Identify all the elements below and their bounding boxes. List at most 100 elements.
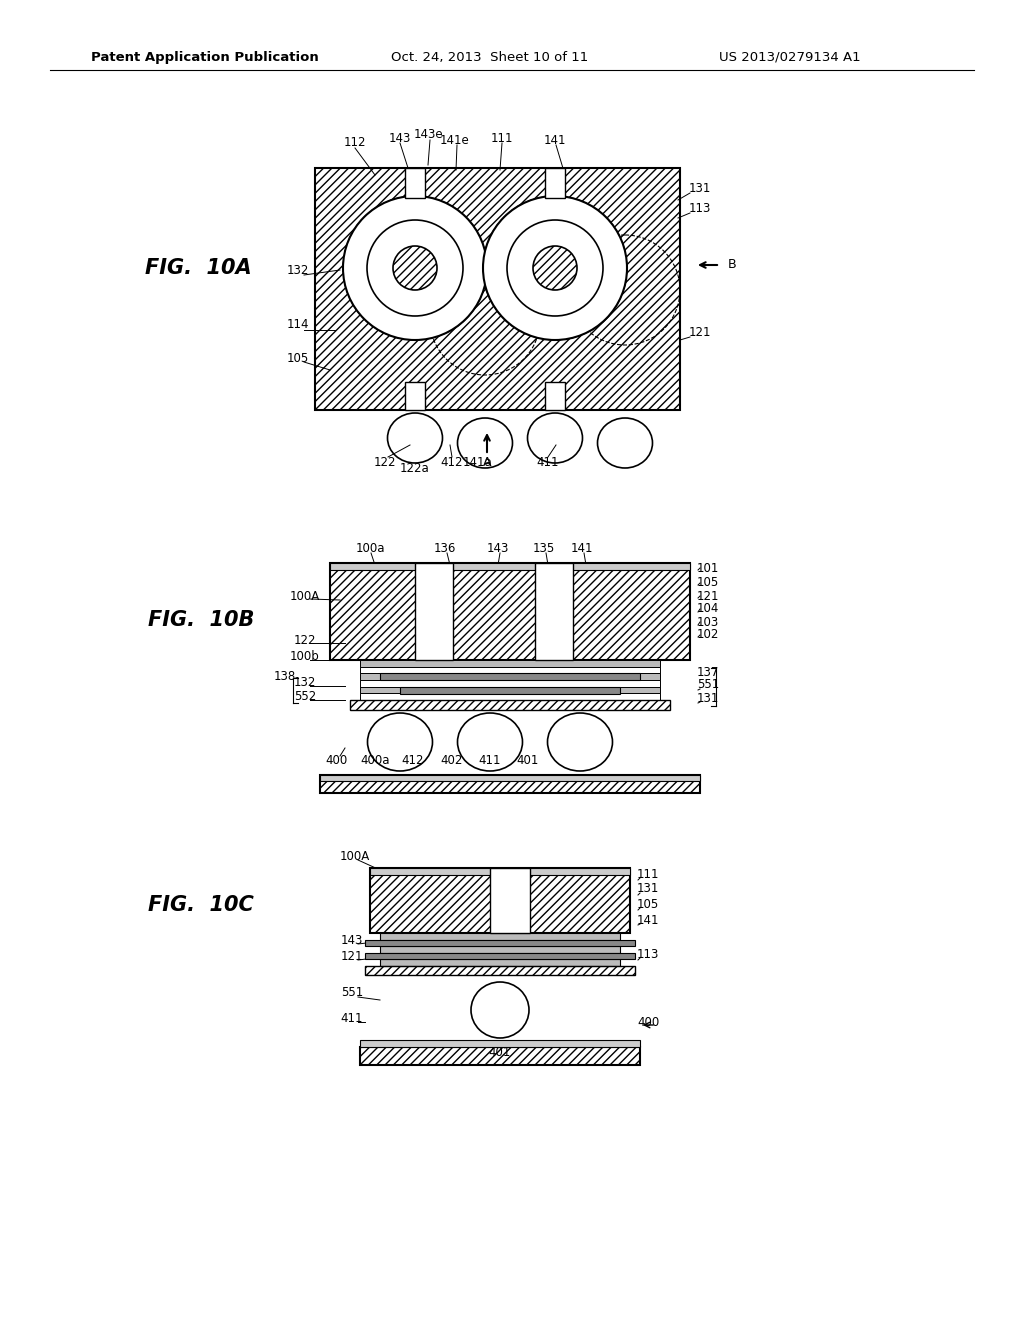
Text: Oct. 24, 2013  Sheet 10 of 11: Oct. 24, 2013 Sheet 10 of 11 xyxy=(391,50,589,63)
Bar xyxy=(360,667,660,673)
Bar xyxy=(406,381,425,411)
Text: 102: 102 xyxy=(696,628,719,642)
Ellipse shape xyxy=(368,713,432,771)
Bar xyxy=(319,775,700,793)
Ellipse shape xyxy=(471,982,529,1038)
Text: 551: 551 xyxy=(697,678,719,692)
Text: 131: 131 xyxy=(637,883,659,895)
Bar xyxy=(360,693,660,700)
Text: 105: 105 xyxy=(637,899,659,912)
Text: 138: 138 xyxy=(273,671,296,684)
Circle shape xyxy=(367,220,463,315)
Circle shape xyxy=(343,195,487,341)
Ellipse shape xyxy=(458,713,522,771)
Ellipse shape xyxy=(548,713,612,771)
Text: 131: 131 xyxy=(689,181,712,194)
Bar xyxy=(535,564,573,660)
Bar xyxy=(360,680,660,686)
Bar xyxy=(360,1040,640,1047)
Bar xyxy=(360,1047,640,1065)
Ellipse shape xyxy=(597,418,652,469)
Bar xyxy=(360,686,660,693)
Ellipse shape xyxy=(527,413,583,463)
Text: 104: 104 xyxy=(696,602,719,615)
Text: 113: 113 xyxy=(689,202,712,214)
Text: 552: 552 xyxy=(294,690,316,704)
Bar xyxy=(415,564,453,660)
Text: 132: 132 xyxy=(294,676,316,689)
Text: 112: 112 xyxy=(344,136,367,149)
Ellipse shape xyxy=(387,413,442,463)
Bar xyxy=(365,966,635,975)
Text: 105: 105 xyxy=(697,577,719,590)
Text: 412: 412 xyxy=(440,455,463,469)
Bar xyxy=(406,168,425,198)
Text: 113: 113 xyxy=(637,949,659,961)
Bar xyxy=(380,933,620,940)
Text: 100b: 100b xyxy=(290,651,319,664)
Text: 401: 401 xyxy=(517,754,540,767)
Bar xyxy=(315,168,680,411)
Ellipse shape xyxy=(458,418,512,469)
Text: 135: 135 xyxy=(532,541,555,554)
Text: FIG.  10B: FIG. 10B xyxy=(148,610,254,630)
Bar xyxy=(370,869,630,875)
Text: B: B xyxy=(728,259,736,272)
Text: 400: 400 xyxy=(326,754,348,767)
Text: 132: 132 xyxy=(287,264,309,276)
Bar xyxy=(365,940,635,946)
Text: 101: 101 xyxy=(696,561,719,574)
Text: 114: 114 xyxy=(287,318,309,331)
Text: 136: 136 xyxy=(434,541,456,554)
Text: 137: 137 xyxy=(696,665,719,678)
Text: 143: 143 xyxy=(341,933,364,946)
Bar xyxy=(365,953,635,960)
Bar xyxy=(319,775,700,781)
Text: 111: 111 xyxy=(637,867,659,880)
Text: 400a: 400a xyxy=(360,754,390,767)
Circle shape xyxy=(483,195,627,341)
Bar xyxy=(400,686,620,694)
Text: 141: 141 xyxy=(544,133,566,147)
Text: 131: 131 xyxy=(696,693,719,705)
Text: 121: 121 xyxy=(341,950,364,964)
Text: 411: 411 xyxy=(341,1011,364,1024)
Text: 122: 122 xyxy=(294,634,316,647)
Text: 122: 122 xyxy=(374,455,396,469)
Bar xyxy=(380,946,620,953)
Text: 121: 121 xyxy=(689,326,712,338)
Text: FIG.  10C: FIG. 10C xyxy=(148,895,254,915)
Text: 105: 105 xyxy=(287,351,309,364)
Text: US 2013/0279134 A1: US 2013/0279134 A1 xyxy=(719,50,861,63)
Bar xyxy=(380,960,620,966)
Text: FIG.  10A: FIG. 10A xyxy=(145,257,252,279)
Text: 100A: 100A xyxy=(290,590,321,602)
Bar xyxy=(370,869,630,933)
Bar xyxy=(330,564,690,660)
Text: 411: 411 xyxy=(537,455,559,469)
Bar xyxy=(360,660,660,667)
Text: 141: 141 xyxy=(570,541,593,554)
Text: 100A: 100A xyxy=(340,850,370,862)
Text: 141: 141 xyxy=(637,913,659,927)
Text: A: A xyxy=(482,457,492,470)
Text: 143: 143 xyxy=(486,541,509,554)
Bar xyxy=(360,673,660,680)
Text: 143e: 143e xyxy=(414,128,442,141)
Text: 411: 411 xyxy=(479,754,502,767)
Bar xyxy=(330,564,690,570)
Circle shape xyxy=(507,220,603,315)
Text: 141e: 141e xyxy=(440,133,470,147)
Text: 100a: 100a xyxy=(355,541,385,554)
Text: 400: 400 xyxy=(637,1015,659,1028)
Bar xyxy=(545,168,565,198)
Bar xyxy=(380,673,640,680)
Text: 103: 103 xyxy=(697,615,719,628)
Text: 141a: 141a xyxy=(463,455,493,469)
Text: 402: 402 xyxy=(440,754,463,767)
Bar xyxy=(490,869,530,933)
Text: Patent Application Publication: Patent Application Publication xyxy=(91,50,318,63)
Text: 143: 143 xyxy=(389,132,412,144)
Bar xyxy=(350,700,670,710)
Text: 401: 401 xyxy=(488,1047,511,1060)
